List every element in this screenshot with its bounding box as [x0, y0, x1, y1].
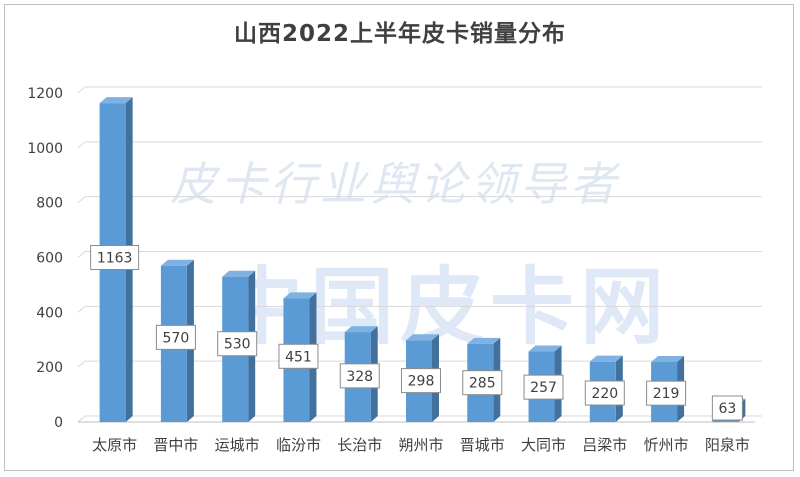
gridline-depth	[77, 86, 86, 94]
data-label-box	[155, 324, 196, 350]
bar-top	[99, 97, 133, 104]
bar-top	[160, 259, 194, 266]
data-label: 328	[346, 369, 373, 385]
y-tick-label: 1200	[27, 86, 63, 102]
gridline-depth	[77, 196, 86, 204]
data-label-box	[711, 395, 743, 421]
watermark-slogan: 皮卡行业舆论领导者	[170, 157, 620, 211]
data-label: 285	[469, 376, 496, 392]
y-tick-label: 0	[54, 415, 63, 431]
x-tick-label: 朔州市	[398, 436, 443, 454]
bar-top	[222, 270, 256, 277]
x-tick-label: 晋城市	[460, 436, 505, 454]
x-tick-label: 晋中市	[153, 436, 198, 454]
data-label-box	[217, 331, 258, 357]
data-label: 257	[530, 380, 557, 396]
gridline-depth	[77, 360, 86, 368]
bar-top	[589, 355, 623, 362]
data-label: 220	[591, 386, 618, 402]
data-label: 451	[285, 349, 312, 365]
bar-top	[406, 334, 439, 341]
y-tick-label: 600	[36, 251, 63, 267]
x-tick-label: 阳泉市	[705, 436, 750, 454]
data-label-box	[523, 374, 564, 400]
bar-top	[344, 326, 378, 333]
data-label-box	[401, 368, 441, 394]
bar-top	[651, 355, 685, 362]
x-tick-label: 运城市	[215, 436, 260, 454]
x-tick-label: 吕梁市	[582, 436, 627, 454]
y-tick-label: 200	[36, 360, 63, 376]
data-label-box	[90, 245, 140, 270]
data-label: 219	[653, 386, 680, 402]
x-tick-label: 临汾市	[276, 436, 321, 454]
data-label-box	[584, 380, 625, 406]
x-tick-label: 大同市	[521, 436, 566, 454]
data-label-box	[646, 380, 687, 406]
gridline-depth	[77, 251, 86, 258]
gridline-depth	[77, 305, 86, 313]
bar-top	[528, 345, 562, 352]
data-label: 1163	[97, 251, 133, 267]
chart-title: 山西2022上半年皮卡销量分布	[233, 21, 566, 47]
x-tick-label: 忻州市	[644, 436, 689, 454]
data-label: 570	[163, 330, 190, 346]
data-label-box	[339, 363, 380, 389]
data-label-box	[278, 343, 319, 369]
data-label-box	[462, 370, 503, 396]
bar-top	[467, 337, 501, 344]
gridline-depth	[77, 415, 86, 423]
data-label: 298	[408, 374, 435, 390]
y-tick-label: 800	[36, 196, 63, 212]
gridline-depth	[77, 141, 86, 149]
y-tick-label: 400	[36, 305, 63, 321]
x-tick-label: 太原市	[92, 436, 137, 454]
data-label: 530	[224, 337, 251, 353]
bar-top	[283, 292, 317, 299]
y-tick-label: 1000	[27, 141, 63, 157]
x-tick-label: 长治市	[337, 436, 382, 454]
data-label: 63	[718, 401, 736, 417]
